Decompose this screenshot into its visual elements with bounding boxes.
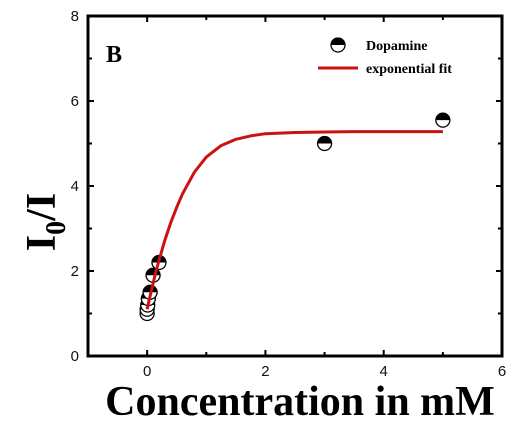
y-tick-label: 2 (71, 263, 79, 280)
legend-marker-dopamine (330, 37, 346, 53)
y-tick-label: 4 (71, 178, 79, 195)
panel-label: B (106, 42, 122, 68)
data-point (316, 135, 333, 152)
axis-ticks: 0 2 4 6 0 2 4 6 8 (71, 8, 507, 380)
y-axis-title-subscript: 0 (41, 221, 72, 235)
marker-fill (435, 113, 450, 121)
y-tick-label: 8 (71, 8, 79, 25)
legend-label-dopamine: Dopamine (366, 39, 427, 54)
svg-text:I0/I: I0/I (19, 193, 72, 251)
y-tick-label: 0 (71, 348, 79, 365)
fit-line (145, 130, 443, 310)
data-point (435, 112, 451, 128)
y-axis-title-tail: /I (19, 193, 65, 222)
x-tick-label: 0 (143, 363, 151, 380)
y-tick-label: 6 (71, 93, 79, 110)
x-tick-label: 2 (261, 363, 269, 380)
y-axis-title: I0/I (19, 193, 72, 251)
y-axis-title-main: I (19, 235, 65, 251)
marker-fill (331, 38, 345, 45)
x-tick-label: 4 (380, 363, 388, 380)
chart-marks (139, 112, 451, 322)
marker-fill (317, 136, 332, 144)
x-tick-label: 6 (498, 363, 506, 380)
legend-label-fit: exponential fit (366, 62, 452, 77)
x-axis-title: Concentration in mM (105, 379, 495, 422)
legend: Dopamine exponential fit (318, 37, 452, 77)
